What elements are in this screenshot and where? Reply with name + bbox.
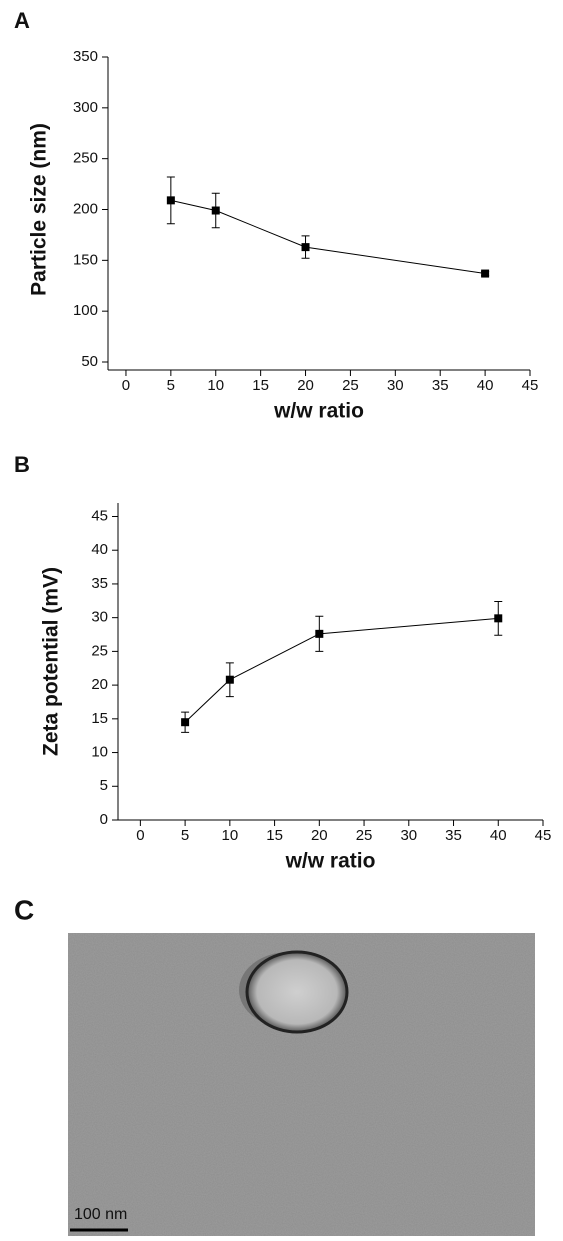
x-tick-label: 35 xyxy=(432,377,449,394)
y-tick-label: 5 xyxy=(100,777,108,794)
x-tick-label: 25 xyxy=(356,827,373,844)
data-point xyxy=(315,629,324,638)
x-tick-label: 0 xyxy=(122,377,130,394)
x-tick-label: 20 xyxy=(311,827,328,844)
y-axis-title: Particle size (nm) xyxy=(28,123,51,296)
y-tick-label: 15 xyxy=(91,710,108,727)
y-tick-label: 0 xyxy=(100,811,108,828)
y-tick-label: 350 xyxy=(73,48,98,65)
y-tick-label: 200 xyxy=(73,200,98,217)
x-tick-label: 15 xyxy=(252,377,269,394)
y-tick-label: 40 xyxy=(91,541,108,558)
x-tick-label: 30 xyxy=(387,377,404,394)
x-tick-label: 0 xyxy=(136,827,144,844)
x-axis-title: w/w ratio xyxy=(273,400,364,423)
y-tick-label: 150 xyxy=(73,251,98,268)
data-line xyxy=(170,199,486,275)
y-tick-label: 45 xyxy=(91,507,108,524)
y-tick-label: 300 xyxy=(73,99,98,116)
data-point xyxy=(225,675,234,684)
y-tick-label: 10 xyxy=(91,744,108,761)
data-point xyxy=(494,614,503,623)
data-point xyxy=(481,269,490,278)
x-tick-label: 10 xyxy=(221,827,238,844)
x-tick-label: 45 xyxy=(522,377,539,394)
data-point xyxy=(166,196,175,205)
y-tick-label: 100 xyxy=(73,302,98,319)
y-tick-label: 35 xyxy=(91,575,108,592)
x-tick-label: 10 xyxy=(207,377,224,394)
x-tick-label: 20 xyxy=(297,377,314,394)
y-tick-label: 20 xyxy=(91,676,108,693)
data-point xyxy=(181,718,190,727)
x-tick-label: 40 xyxy=(477,377,494,394)
y-tick-label: 250 xyxy=(73,150,98,167)
y-tick-label: 25 xyxy=(91,642,108,659)
x-tick-label: 25 xyxy=(342,377,359,394)
scale-bar-label: 100 nm xyxy=(74,1206,127,1223)
panel-label: C xyxy=(14,894,34,925)
panel-label: A xyxy=(14,8,30,33)
x-tick-label: 30 xyxy=(400,827,417,844)
x-tick-label: 5 xyxy=(181,827,189,844)
tem-image: C 100 nm xyxy=(14,894,535,1236)
particle xyxy=(245,950,349,1034)
y-axis-title: Zeta potential (mV) xyxy=(40,567,63,756)
data-line xyxy=(184,617,499,723)
y-tick-label: 50 xyxy=(81,353,98,370)
panel-label: B xyxy=(14,452,30,477)
y-tick-label: 30 xyxy=(91,609,108,626)
x-axis-title: w/w ratio xyxy=(285,850,376,873)
x-tick-label: 5 xyxy=(167,377,175,394)
data-point xyxy=(301,243,310,252)
data-point xyxy=(211,206,220,215)
x-tick-label: 45 xyxy=(535,827,552,844)
x-tick-label: 35 xyxy=(445,827,462,844)
x-tick-label: 40 xyxy=(490,827,507,844)
x-tick-label: 15 xyxy=(266,827,283,844)
